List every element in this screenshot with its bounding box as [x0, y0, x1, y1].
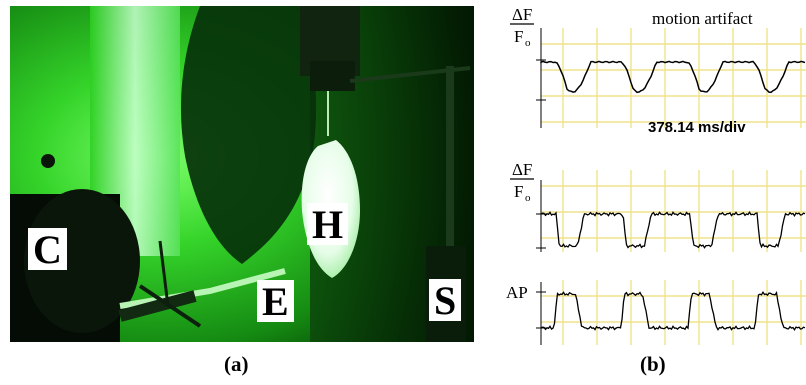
trace-3-signal [540, 290, 806, 332]
electrode-holder [118, 290, 197, 322]
electrode-tip [119, 268, 286, 309]
label-heart: H [307, 203, 349, 245]
trace-3-axis [536, 282, 546, 345]
trace-1-scale-label: 378.14 ms/div [648, 119, 746, 136]
trace-1-ylabel-sub: o [525, 37, 531, 49]
trace-2-ylabel-bottom: F [514, 182, 523, 201]
trace-1-ylabel-bottom: F [514, 27, 523, 46]
holder-arm [138, 284, 202, 328]
grid [541, 28, 806, 345]
caption-panel-a: (a) [224, 352, 249, 376]
holder-rod [158, 240, 170, 307]
signal-traces: ΔF F o motion artifact 378.14 ms/div ΔF … [496, 0, 806, 350]
trace-1-axis [536, 28, 546, 128]
label-stimulator: S [429, 279, 462, 321]
rig-clamp [310, 61, 355, 91]
trace-2-ylabel-sub: o [525, 192, 531, 204]
stand-pole [446, 66, 454, 342]
caption-panel-b: (b) [640, 352, 666, 376]
trace-1-ylabel-top: ΔF [512, 5, 532, 24]
trace-1-annotation: motion artifact [652, 9, 753, 28]
camera-lens [24, 189, 140, 333]
trace-2-ylabel-top: ΔF [512, 160, 532, 179]
traces-svg: ΔF F o motion artifact 378.14 ms/div ΔF … [506, 5, 806, 345]
trace-2-axis [536, 180, 546, 252]
camera-knob [41, 154, 55, 168]
trace-3-ylabel: AP [506, 283, 528, 302]
photo-scene [10, 6, 474, 342]
trace-2-signal [540, 210, 806, 249]
trace-1-signal [540, 60, 806, 94]
label-camera: C [28, 228, 67, 270]
shadow [180, 6, 317, 264]
label-electrode: E [257, 280, 294, 322]
experimental-setup-photo: C H E S [10, 6, 474, 342]
